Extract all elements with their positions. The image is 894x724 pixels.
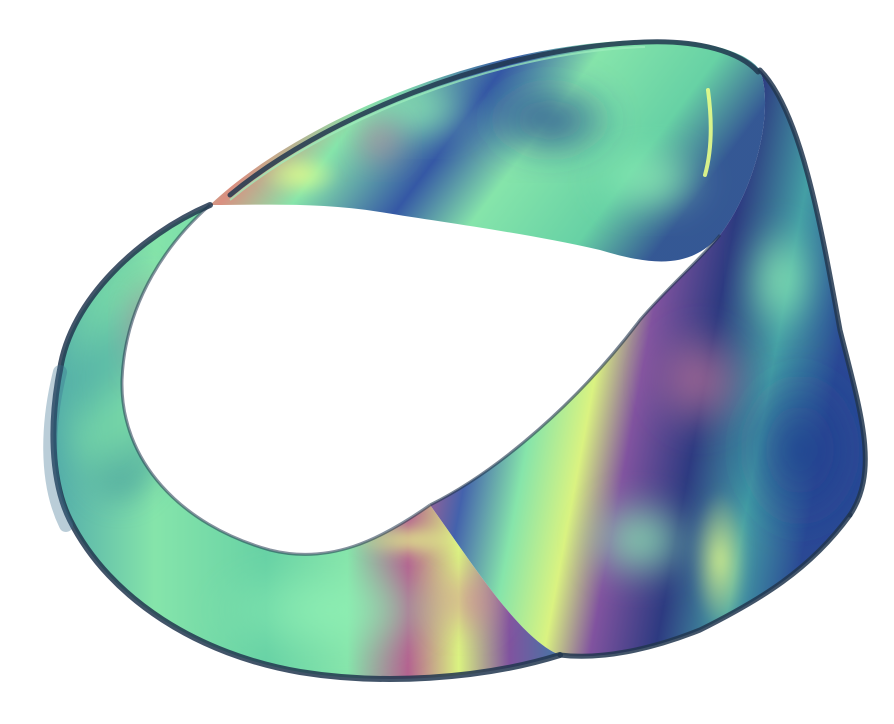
strip-back-band xyxy=(210,39,766,262)
strip-bottom-edge xyxy=(557,512,853,659)
strip-right-band xyxy=(429,67,868,657)
